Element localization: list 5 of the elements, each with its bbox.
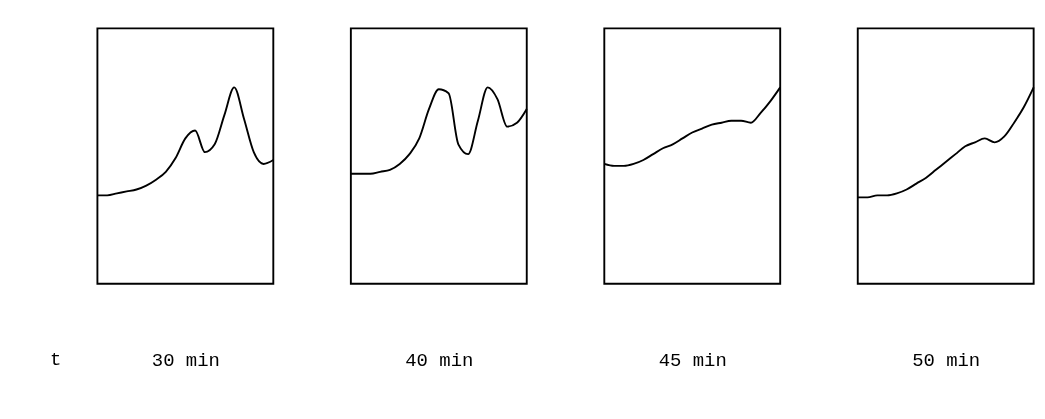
- x-axis-title: 30 min: [151, 349, 220, 372]
- text: t: [50, 349, 62, 372]
- x-axis-title: 50 min: [912, 349, 981, 372]
- x-axis-title: 40 min: [405, 349, 474, 372]
- x-axis-title: 45 min: [658, 349, 727, 372]
